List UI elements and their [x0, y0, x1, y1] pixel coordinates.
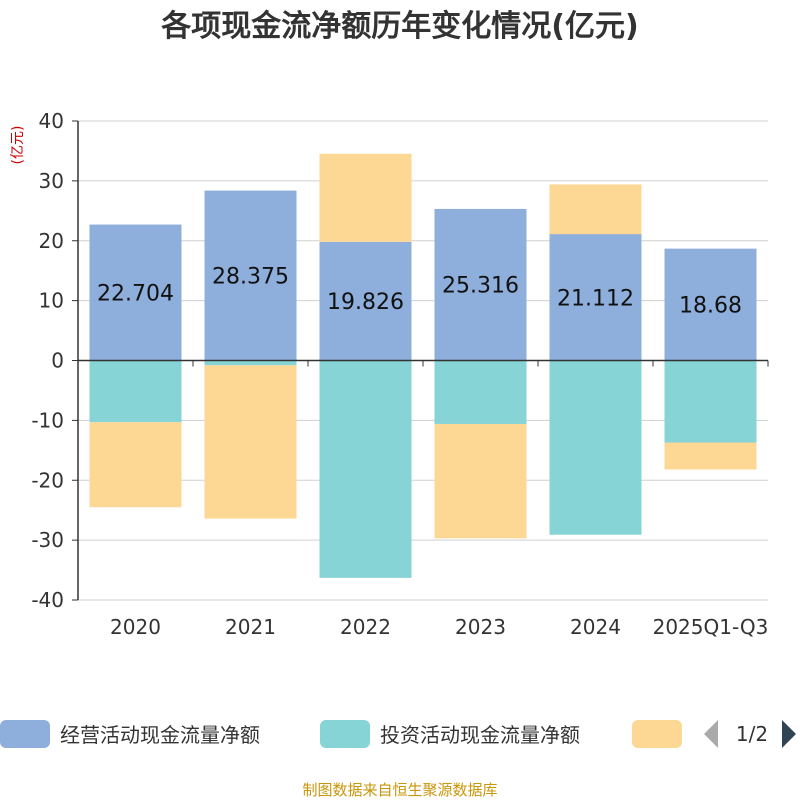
x-tick-label: 2021: [225, 615, 276, 639]
bar-series2-2024[interactable]: [549, 360, 642, 535]
bar-series3-2025Q1-Q3[interactable]: [664, 442, 757, 470]
legend: 经营活动现金流量净额 投资活动现金流量净额 1/2: [0, 720, 796, 748]
y-tick-label: -40: [31, 588, 64, 612]
x-tick-label: 2023: [455, 615, 506, 639]
legend-swatch[interactable]: [632, 720, 682, 748]
bar-series3-2023[interactable]: [434, 423, 527, 539]
source-note: 制图数据来自恒生聚源数据库: [302, 781, 497, 799]
bar-series2-2021[interactable]: [204, 360, 297, 366]
bar-series1-2021[interactable]: [204, 190, 297, 361]
bars: [89, 153, 757, 578]
y-tick-label: -20: [31, 468, 64, 492]
data-label: 18.68: [679, 294, 742, 319]
data-label: 25.316: [442, 274, 519, 299]
y-tick-label: -30: [31, 528, 64, 552]
gridlines: [78, 120, 768, 601]
bar-series1-2025Q1-Q3[interactable]: [664, 248, 757, 361]
y-tick-label: 0: [51, 349, 64, 373]
legend-prev-page-icon[interactable]: [704, 720, 718, 748]
x-tick-label: 2024: [570, 615, 621, 639]
legend-swatch[interactable]: [320, 720, 370, 748]
y-tick-label: 20: [39, 229, 64, 253]
axes: 40 30 20 10 0 -10 -20 -30 -40 2020 2021 2022 2023 202…: [31, 109, 769, 639]
bar-series2-2020[interactable]: [89, 360, 182, 423]
chart-title: 各项现金流净额历年变化情况(亿元): [160, 9, 638, 44]
bar-series2-2025Q1-Q3[interactable]: [664, 360, 757, 443]
legend-page-indicator: 1/2: [736, 722, 768, 746]
y-tick-label: 40: [39, 109, 64, 133]
bar-series3-2021[interactable]: [204, 365, 297, 519]
bar-series2-2022[interactable]: [319, 360, 412, 578]
bar-series3-2020[interactable]: [89, 422, 182, 508]
bar-series1-2022[interactable]: [319, 241, 412, 361]
data-label: 28.375: [212, 265, 289, 290]
data-labels: 22.704 28.375 19.826 25.316 21.112 18.68: [97, 265, 742, 319]
legend-next-page-icon[interactable]: [782, 720, 796, 748]
x-tick-label: 2022: [340, 615, 391, 639]
y-tick-label: 30: [39, 169, 64, 193]
y-unit-label: (亿元): [10, 126, 26, 165]
bar-series3-2022[interactable]: [319, 153, 412, 242]
legend-label[interactable]: 投资活动现金流量净额: [380, 723, 580, 747]
y-tick-label: -10: [31, 408, 64, 432]
legend-swatch[interactable]: [0, 720, 50, 748]
bar-series1-2024[interactable]: [549, 234, 642, 361]
data-label: 22.704: [97, 282, 174, 307]
data-label: 21.112: [557, 286, 634, 311]
legend-label[interactable]: 经营活动现金流量净额: [60, 723, 260, 747]
bar-series1-2020[interactable]: [89, 224, 182, 361]
x-tick-label: 2020: [110, 615, 161, 639]
y-tick-label: 10: [39, 289, 64, 313]
x-tick-label: 2025Q1-Q3: [653, 615, 769, 639]
bar-series2-2023[interactable]: [434, 360, 527, 424]
data-label: 19.826: [327, 290, 404, 315]
bar-series1-2023[interactable]: [434, 208, 527, 361]
bar-series3-2024[interactable]: [549, 184, 642, 235]
